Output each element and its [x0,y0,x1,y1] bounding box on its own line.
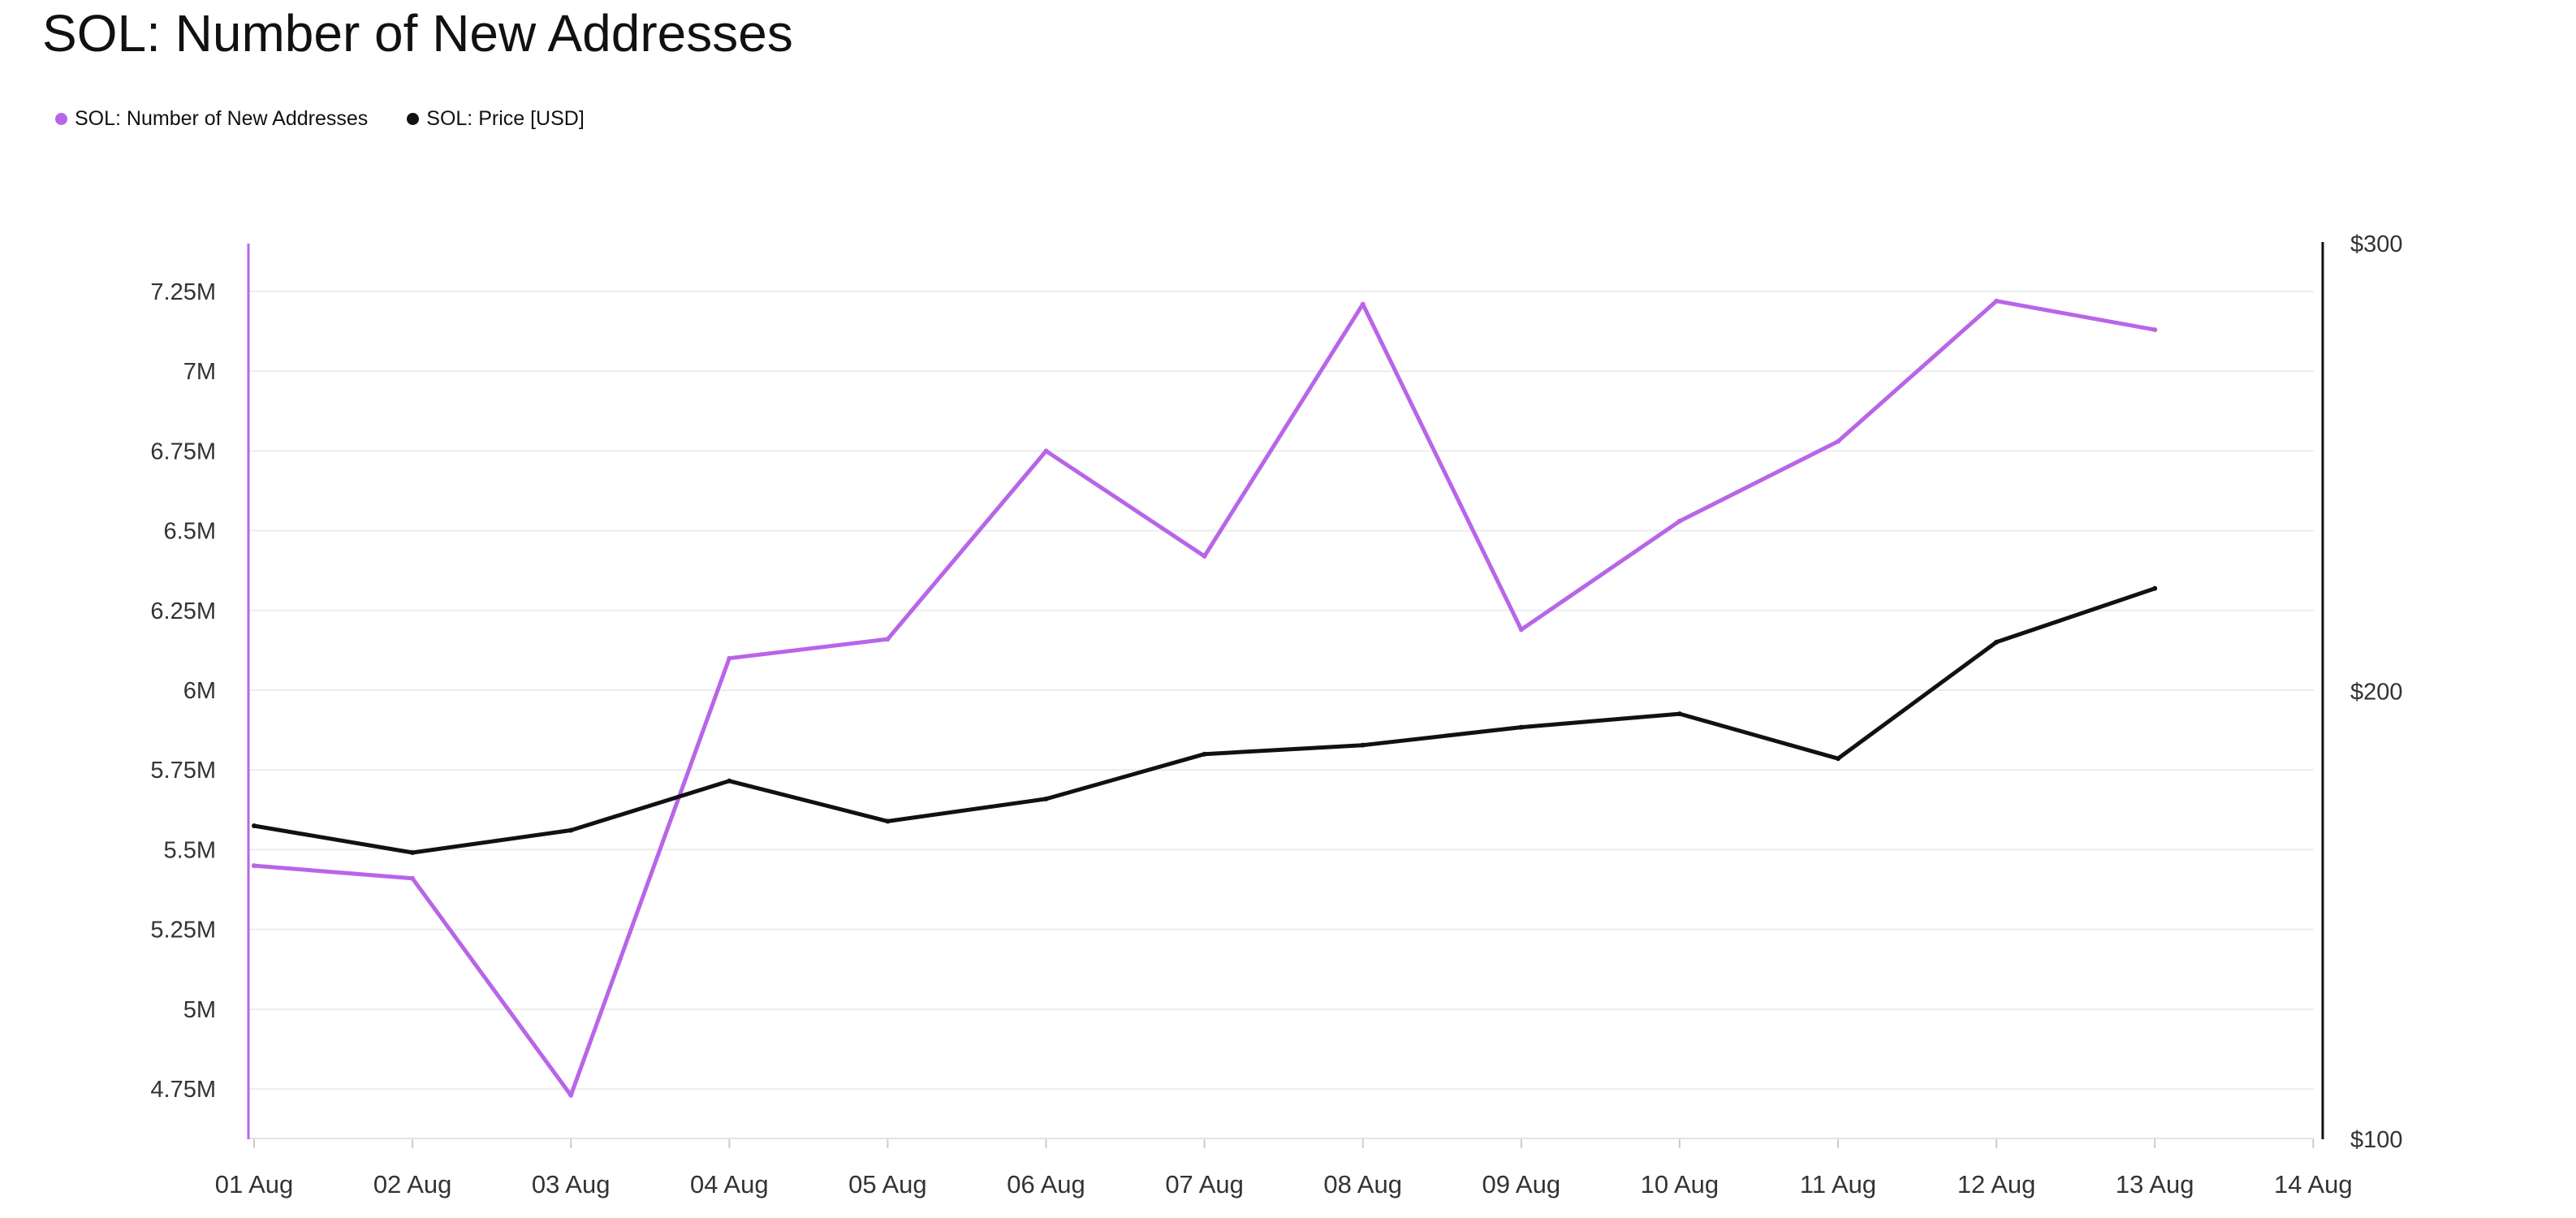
gridlines [249,290,2314,1091]
x-tick-label: 01 Aug [215,1170,294,1199]
data-point-price [410,850,416,856]
y-left-tick-label: 7.25M [150,279,216,305]
data-point-price [727,778,732,784]
y-left-tick-label: 5.5M [164,837,216,863]
x-tick-label: 06 Aug [1007,1170,1085,1199]
data-point-price [568,827,574,833]
x-tick-label: 12 Aug [1957,1170,2036,1199]
y-right-tick-label: $300 [2350,231,2403,257]
x-tick-label: 08 Aug [1323,1170,1402,1199]
y-left-tick-label: 4.75M [150,1077,216,1103]
y-left-tick-label: 7M [183,359,216,385]
y-left-tick-label: 6.75M [150,438,216,464]
x-tick-label: 07 Aug [1165,1170,1244,1199]
legend-label-addresses: SOL: Number of New Addresses [75,107,369,130]
data-point-addresses [885,637,891,642]
x-tick-label: 05 Aug [848,1170,927,1199]
data-point-addresses [410,875,416,881]
x-tick-label: 03 Aug [532,1170,611,1199]
data-point-addresses [1202,554,1207,559]
axes [247,242,2324,1148]
series [252,298,2158,1098]
x-tick-label: 04 Aug [690,1170,769,1199]
data-point-price [1836,756,1840,762]
series-line-price [252,586,2157,855]
y-left-tick-label: 5.25M [150,918,216,944]
y-right-tick-label: $100 [2350,1127,2403,1153]
x-tick-label: 11 Aug [1800,1170,1876,1199]
data-point-price [252,823,257,828]
data-point-addresses [252,863,257,869]
data-point-addresses [1360,301,1366,307]
x-tick-label: 10 Aug [1641,1170,1719,1199]
data-point-price [2152,585,2158,591]
x-tick-label: 14 Aug [2274,1170,2353,1199]
legend-dot-addresses [55,113,67,125]
legend-item-addresses[interactable]: SOL: Number of New Addresses [55,107,368,131]
y-left-tick-label: 6.25M [150,598,216,624]
data-point-addresses [1676,518,1682,524]
data-point-price [1518,724,1524,730]
y-left-tick-label: 5.75M [150,758,216,784]
data-point-addresses [1836,438,1840,444]
data-point-addresses [1043,448,1049,454]
x-tick-label: 09 Aug [1482,1170,1561,1199]
data-point-addresses [727,655,732,661]
data-point-addresses [1994,298,2000,304]
data-point-addresses [568,1092,574,1098]
legend-item-price[interactable]: SOL: Price [USD] [407,107,585,131]
x-tick-label: 02 Aug [373,1170,452,1199]
series-line-addresses [252,299,2157,1098]
data-point-price [1043,796,1049,801]
x-tick-label: 13 Aug [2116,1170,2194,1199]
tick-labels: 4.75M 5M 5.25M 5.5M 5.75M 6M 6.25M 6.5M 6.75M 7M 7… [150,231,2402,1199]
data-point-price [1202,751,1207,757]
data-point-price [1994,639,2000,645]
legend: SOL: Number of New Addresses SOL: Price … [55,107,624,131]
data-point-addresses [2152,327,2158,333]
data-point-price [885,818,891,824]
y-left-tick-label: 6.5M [164,519,216,545]
legend-dot-price [407,113,420,125]
chart-title: SOL: Number of New Addresses [42,4,793,63]
y-left-tick-label: 5M [183,997,216,1023]
data-point-price [1360,742,1366,748]
legend-label-price: SOL: Price [USD] [426,107,585,130]
data-point-price [1676,711,1682,717]
data-point-addresses [1518,627,1524,633]
y-left-tick-label: 6M [183,678,216,704]
y-right-tick-label: $200 [2350,680,2403,706]
